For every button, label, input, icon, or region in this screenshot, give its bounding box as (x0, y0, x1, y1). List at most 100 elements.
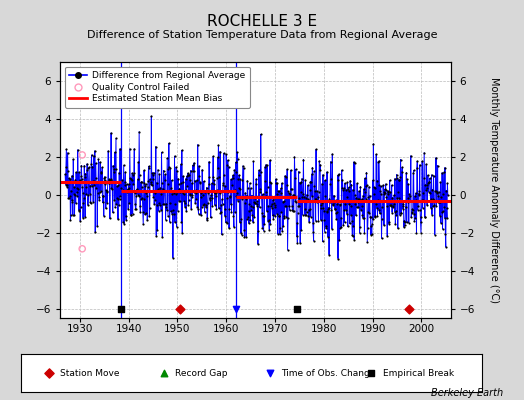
Point (177, 219, 185, 226)
Point (418, 197, 426, 204)
Point (187, 206, 195, 212)
Point (231, 159, 239, 166)
Point (286, 194, 294, 200)
Point (179, 190, 187, 196)
Point (225, 206, 234, 212)
Point (128, 177, 136, 183)
Point (291, 175, 299, 182)
Point (79, 190, 87, 196)
Point (114, 182, 123, 188)
Point (394, 225, 402, 232)
Point (429, 172, 438, 179)
Point (171, 219, 179, 226)
Point (199, 202, 207, 208)
Point (322, 208, 331, 214)
Point (200, 209, 209, 215)
Point (94, 179, 102, 185)
Point (361, 189, 369, 196)
Point (268, 204, 276, 211)
Point (72, 169, 80, 175)
Point (305, 219, 313, 225)
Point (189, 162, 197, 169)
Point (260, 220, 269, 227)
Point (434, 189, 443, 195)
Point (140, 180, 149, 186)
Point (128, 170, 136, 176)
Point (63, 184, 71, 190)
Point (113, 195, 121, 201)
Point (230, 224, 238, 230)
Point (437, 194, 445, 200)
Text: 2000: 2000 (408, 324, 434, 334)
Point (422, 184, 431, 191)
Point (108, 178, 116, 184)
Point (171, 201, 180, 207)
Point (195, 179, 204, 185)
Point (322, 223, 330, 229)
Point (406, 198, 414, 204)
Point (386, 202, 394, 208)
Text: Record Gap: Record Gap (176, 368, 228, 378)
Point (160, 188, 169, 194)
Point (202, 204, 210, 210)
Point (302, 212, 310, 218)
Point (66, 193, 74, 199)
Point (81, 170, 90, 177)
Point (83, 160, 91, 167)
Point (165, 164, 173, 170)
Point (159, 167, 168, 174)
Point (136, 203, 144, 210)
Point (395, 177, 403, 183)
Point (199, 192, 208, 198)
Point (393, 175, 401, 182)
Point (425, 179, 434, 185)
Point (367, 230, 376, 237)
Point (413, 206, 422, 213)
Point (252, 176, 260, 182)
Point (266, 157, 274, 163)
Point (127, 212, 136, 218)
Point (247, 203, 255, 210)
Point (221, 213, 229, 219)
Text: 1930: 1930 (67, 324, 93, 334)
Point (115, 169, 124, 176)
Point (100, 213, 108, 219)
Point (263, 208, 271, 214)
Point (398, 169, 406, 175)
Point (80, 194, 88, 201)
Point (90, 178, 98, 184)
Point (156, 202, 164, 208)
Point (266, 220, 275, 227)
Point (419, 190, 427, 196)
Point (339, 177, 347, 183)
Point (248, 204, 257, 210)
Point (211, 189, 220, 196)
Point (168, 211, 176, 217)
Point (206, 194, 214, 201)
Point (102, 188, 111, 194)
Point (429, 196, 438, 202)
Point (293, 240, 301, 246)
Point (183, 183, 191, 189)
Point (347, 218, 356, 224)
Point (100, 175, 108, 182)
Point (162, 207, 171, 213)
Point (432, 154, 440, 161)
Point (368, 221, 376, 228)
Point (303, 196, 312, 202)
Point (421, 182, 430, 188)
Point (68, 197, 76, 204)
Point (196, 180, 204, 187)
Point (77, 162, 85, 169)
Point (106, 215, 114, 222)
Point (363, 239, 372, 245)
Point (176, 197, 184, 204)
Point (185, 176, 194, 183)
Point (253, 201, 261, 207)
Point (107, 185, 116, 191)
Point (354, 204, 363, 210)
Point (407, 210, 416, 216)
Point (173, 207, 182, 214)
Point (168, 177, 176, 184)
Point (277, 209, 286, 215)
